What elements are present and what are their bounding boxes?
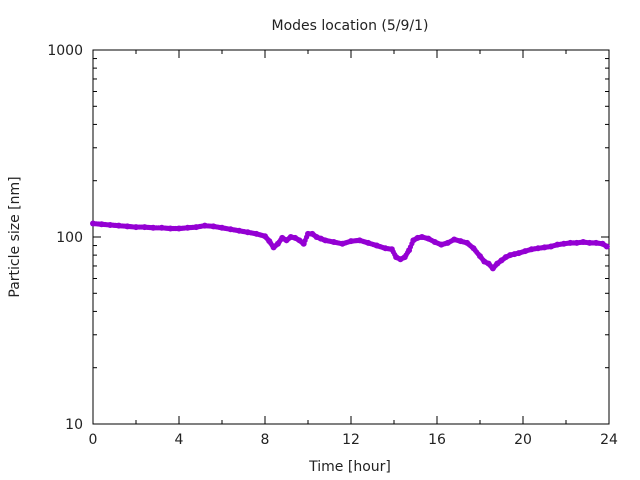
y-tick-label: 10 [65,417,83,433]
x-axis-label: Time [hour] [308,459,391,475]
y-tick-label: 100 [56,230,83,246]
data-point [603,243,610,250]
tick-marks [92,49,610,425]
y-axis-label: Particle size [nm] [7,176,23,297]
plot-frame [92,49,610,425]
chart-title: Modes location (5/9/1) [272,18,429,34]
data-points [90,220,610,272]
x-tick-label: 16 [428,432,446,448]
x-tick-label: 24 [600,432,618,448]
x-tick-labels: 0 4 8 12 16 20 24 [89,432,618,448]
x-tick-label: 12 [342,432,360,448]
x-tick-label: 20 [514,432,532,448]
x-tick-label: 4 [175,432,184,448]
y-tick-labels: 10 100 1000 [47,43,83,433]
x-tick-label: 0 [89,432,98,448]
x-tick-label: 8 [261,432,270,448]
y-tick-label: 1000 [47,43,83,59]
